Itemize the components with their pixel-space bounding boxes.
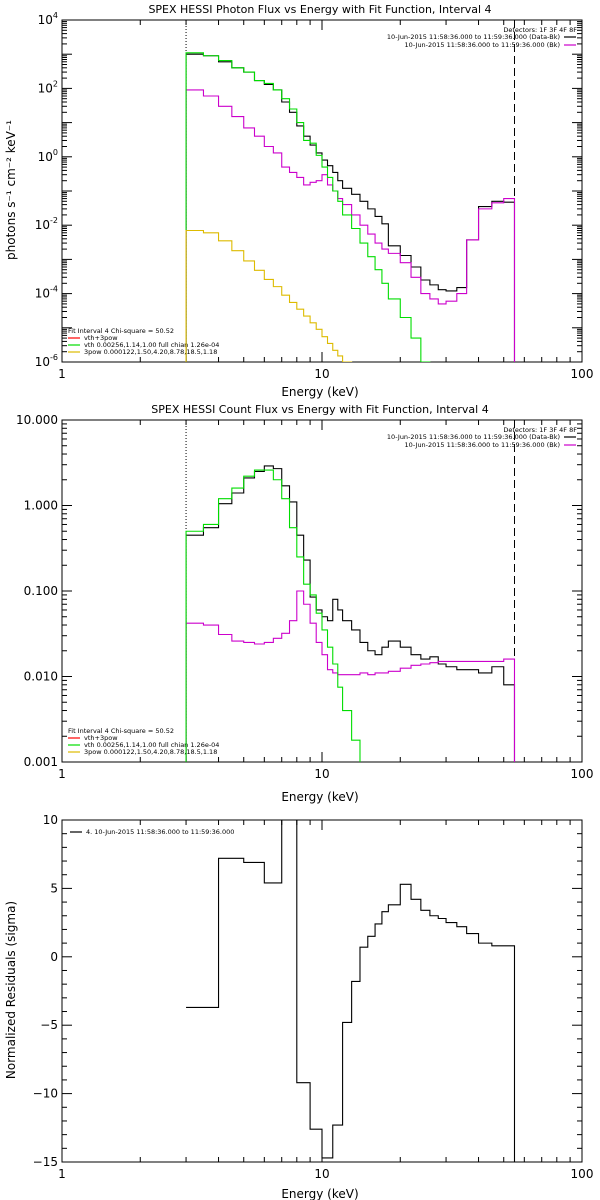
legend-entry-label: 10-Jun-2015 11:58:36.000 to 11:59:36.000…	[387, 33, 560, 41]
y-tick-label: 5	[50, 881, 58, 895]
series-line-0	[185, 465, 516, 762]
x-tick-label: 100	[571, 367, 594, 381]
x-tick-label: 1	[58, 367, 66, 381]
fit-info-line: vth 0.00256,1.14,1.00 full chian 1.26e-0…	[84, 341, 219, 349]
x-tick-label: 100	[571, 1167, 594, 1181]
fit-info-line: 3pow 0.000122,1.50,4.20,8.78,18.5,1.18	[84, 348, 217, 356]
photon-flux-panel: SPEX HESSI Photon Flux vs Energy with Fi…	[4, 3, 593, 399]
count-flux-panel: SPEX HESSI Count Flux vs Energy with Fit…	[16, 403, 594, 804]
photon-flux-fit-info: Fit Interval 4 Chi-square = 50.52vth+3po…	[68, 327, 219, 356]
y-tick-label: 1.000	[24, 499, 58, 513]
x-tick-label: 10	[314, 367, 329, 381]
x-tick-label: 100	[571, 767, 594, 781]
count-flux-title: SPEX HESSI Count Flux vs Energy with Fit…	[151, 403, 488, 416]
x-tick-label: 1	[58, 767, 66, 781]
photon-flux-ylabel: photons s⁻¹ cm⁻² keV⁻¹	[4, 120, 18, 260]
y-tick-label: 0	[50, 950, 58, 964]
photon-flux-xlabel: Energy (keV)	[281, 385, 358, 399]
residuals-legend: 4. 10-Jun-2015 11:58:36.000 to 11:59:36.…	[70, 828, 234, 836]
series-line-2	[185, 52, 431, 362]
residuals-panel: Energy (keV) Normalized Residuals (sigma…	[4, 813, 593, 1200]
y-tick-label: −15	[33, 1155, 58, 1169]
y-tick-label: 0.010	[24, 670, 58, 684]
fit-info-line: Fit Interval 4 Chi-square = 50.52	[68, 727, 174, 735]
series-line-1	[185, 590, 516, 762]
series-line-3	[185, 229, 353, 362]
y-tick-label: 0.001	[24, 755, 58, 769]
count-flux-legend: 10-Jun-2015 11:58:36.000 to 11:59:36.000…	[387, 433, 576, 449]
count-flux-xlabel: Energy (keV)	[281, 790, 358, 804]
fit-info-line: vth+3pow	[84, 334, 118, 342]
x-tick-label: 10	[314, 1167, 329, 1181]
x-tick-label: 1	[58, 1167, 66, 1181]
photon-flux-detectors-label: Detectors: 1F 3F 4F 8F	[503, 26, 577, 34]
y-tick-label: −10	[33, 1087, 58, 1101]
legend-entry-label: 10-Jun-2015 11:58:36.000 to 11:59:36.000…	[405, 441, 560, 449]
series-line-0	[186, 820, 516, 1162]
legend-entry-label: 10-Jun-2015 11:58:36.000 to 11:59:36.000…	[405, 41, 560, 49]
fit-info-line: vth 0.00256,1.14,1.00 full chian 1.26e-0…	[84, 741, 219, 749]
y-tick-label: 0.100	[24, 584, 58, 598]
fit-info-line: 3pow 0.000122,1.50,4.20,8.78,18.5,1.18	[84, 748, 217, 756]
y-tick-label: −5	[40, 1018, 58, 1032]
legend-entry-label: 10-Jun-2015 11:58:36.000 to 11:59:36.000…	[387, 433, 560, 441]
photon-flux-legend: 10-Jun-2015 11:58:36.000 to 11:59:36.000…	[387, 33, 576, 49]
photon-flux-title: SPEX HESSI Photon Flux vs Energy with Fi…	[148, 3, 491, 16]
count-flux-detectors-label: Detectors: 1F 3F 4F 8F	[503, 426, 577, 434]
fit-info-line: vth+3pow	[84, 734, 118, 742]
residuals-xlabel: Energy (keV)	[281, 1187, 358, 1200]
residuals-ylabel: Normalized Residuals (sigma)	[4, 901, 18, 1079]
count-flux-fit-info: Fit Interval 4 Chi-square = 50.52vth+3po…	[68, 727, 219, 756]
y-tick-label: 10	[43, 813, 58, 827]
y-tick-label: 10.000	[16, 413, 58, 427]
fit-info-line: Fit Interval 4 Chi-square = 50.52	[68, 327, 174, 335]
legend-entry-label: 4. 10-Jun-2015 11:58:36.000 to 11:59:36.…	[86, 828, 234, 836]
x-tick-label: 10	[314, 767, 329, 781]
series-line-2	[185, 469, 361, 762]
